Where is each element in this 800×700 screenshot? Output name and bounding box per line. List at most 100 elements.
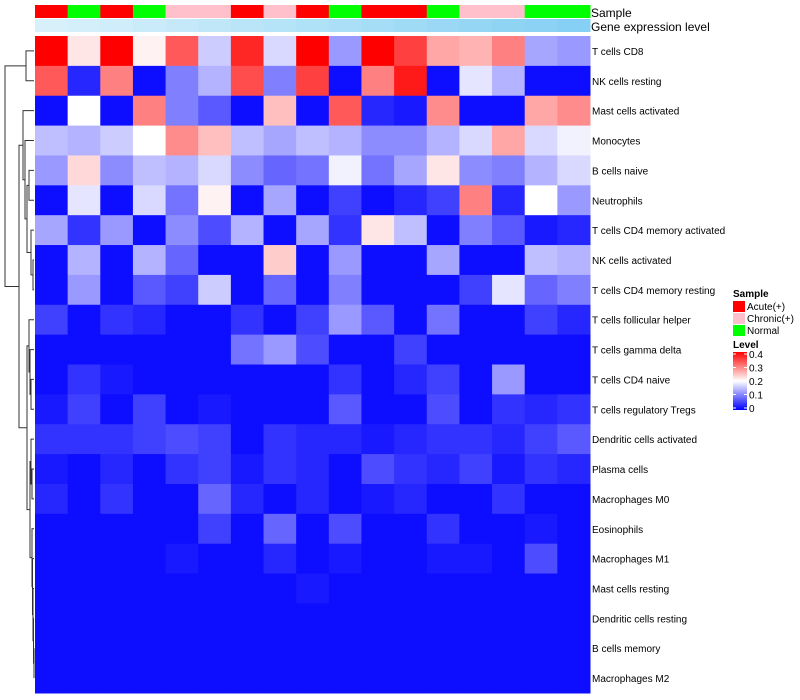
heatmap-cell	[557, 573, 591, 604]
dendrogram-branch	[30, 378, 34, 410]
heatmap-cell	[524, 185, 558, 216]
gene-expression-annotation-cell	[35, 19, 69, 32]
row-label: B cells memory	[592, 644, 660, 655]
heatmap-cell	[524, 125, 558, 156]
row-label: Dendritic cells activated	[592, 435, 697, 446]
heatmap-cell	[394, 125, 428, 156]
heatmap-cell	[132, 185, 167, 216]
heatmap-cell	[524, 483, 558, 515]
heatmap-cell	[263, 364, 297, 395]
heatmap-cell	[426, 334, 460, 365]
heatmap-cell	[35, 364, 69, 395]
heatmap-cell	[328, 573, 362, 604]
heatmap-cell	[394, 215, 428, 246]
heatmap-cell	[394, 603, 428, 634]
heatmap-cell	[492, 36, 526, 67]
heatmap-cell	[35, 543, 69, 575]
heatmap-cell	[165, 573, 199, 604]
heatmap-cell	[557, 215, 591, 246]
heatmap-cell	[557, 603, 591, 634]
heatmap-cell	[296, 394, 330, 425]
row-label: Macrophages M1	[592, 555, 670, 566]
legend-sample-swatch	[733, 325, 745, 336]
gene-expression-annotation-cell	[557, 19, 591, 32]
heatmap-cell	[361, 334, 395, 365]
heatmap-cell	[328, 483, 362, 515]
gene-expression-annotation-cell	[426, 19, 460, 32]
heatmap-cell	[426, 394, 460, 425]
heatmap-cell	[230, 245, 265, 276]
heatmap-cell	[328, 36, 362, 67]
heatmap-cell	[426, 513, 460, 545]
heatmap-cell	[165, 513, 199, 545]
heatmap-cell	[296, 543, 330, 575]
legend-level-ticks: 0.4 0.3 0.2 0.1 0	[733, 350, 763, 415]
heatmap-cell	[426, 65, 460, 97]
heatmap-cell	[557, 424, 591, 455]
dendrogram-branch	[18, 144, 27, 429]
heatmap-cell	[361, 483, 395, 515]
row-label: B cells naive	[592, 166, 649, 177]
heatmap-cell	[198, 304, 232, 336]
heatmap-cell	[35, 633, 69, 664]
heatmap-cell	[198, 603, 232, 634]
heatmap-cell	[492, 513, 526, 545]
sample-annotation-label: Sample	[591, 6, 632, 20]
heatmap-cell	[165, 424, 199, 455]
heatmap-cell	[524, 274, 558, 306]
heatmap-cell	[492, 633, 526, 664]
heatmap-cell	[230, 394, 265, 425]
heatmap-cell	[132, 304, 167, 336]
heatmap-cell	[459, 274, 493, 306]
heatmap-cell	[394, 454, 428, 485]
heatmap-cell	[328, 603, 362, 634]
heatmap-cell	[394, 245, 428, 276]
heatmap-cell	[198, 633, 232, 664]
heatmap-cell	[35, 603, 69, 634]
heatmap-cell	[459, 245, 493, 276]
heatmap-cell	[492, 543, 526, 575]
row-label: Monocytes	[592, 137, 640, 148]
sample-annotation-cell	[165, 5, 199, 18]
heatmap-cell	[100, 215, 134, 246]
legend-level-tick-label: 0.3	[749, 364, 763, 375]
heatmap-cell	[492, 95, 526, 127]
heatmap-cell	[165, 245, 199, 276]
heatmap-cell	[263, 663, 297, 694]
heatmap-cell	[67, 155, 101, 186]
heatmap-cell	[263, 424, 297, 455]
gene-expression-annotation-cell	[361, 19, 395, 32]
heatmap-cell	[67, 334, 101, 365]
heatmap-cell	[296, 304, 330, 336]
heatmap-cell	[165, 155, 199, 186]
heatmap-cell	[263, 513, 297, 545]
heatmap-cell	[165, 215, 199, 246]
heatmap-cell	[492, 394, 526, 425]
row-label: NK cells activated	[592, 256, 671, 267]
heatmap-cell	[361, 424, 395, 455]
heatmap-cell	[524, 65, 558, 97]
heatmap-cell	[557, 513, 591, 545]
heatmap-cell	[426, 483, 460, 515]
heatmap-cell	[100, 663, 134, 694]
heatmap-cell	[100, 334, 134, 365]
heatmap-cell	[328, 155, 362, 186]
heatmap-cell	[459, 155, 493, 186]
legend-sample-label: Chronic(+)	[747, 314, 794, 325]
sample-annotation-cell	[67, 5, 101, 18]
heatmap-cell	[230, 95, 265, 127]
heatmap-cell	[230, 513, 265, 545]
heatmap-cell	[328, 334, 362, 365]
heatmap-cell	[328, 394, 362, 425]
heatmap-cell	[35, 663, 69, 694]
heatmap-cell	[361, 603, 395, 634]
heatmap-cell	[328, 454, 362, 485]
heatmap-cell	[296, 36, 330, 67]
gene-expression-annotation-cell	[132, 19, 167, 32]
heatmap-cell	[459, 364, 493, 395]
gene-expression-annotation-cell	[165, 19, 199, 32]
heatmap-cell	[557, 304, 591, 336]
sample-annotation-cell	[328, 5, 362, 18]
heatmap-cell	[100, 513, 134, 545]
heatmap-cell	[426, 633, 460, 664]
